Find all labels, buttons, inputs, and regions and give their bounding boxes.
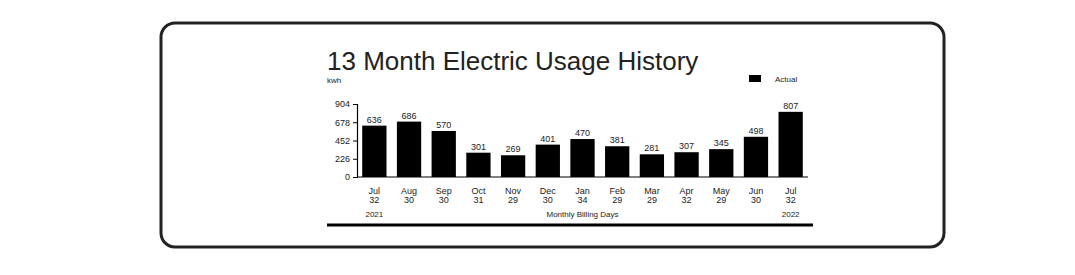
- billing-days-label: 29: [612, 195, 622, 205]
- data-label: 401: [540, 134, 555, 144]
- data-label: 570: [436, 120, 451, 130]
- y-axis-line: [353, 105, 358, 178]
- data-label: 301: [471, 142, 486, 152]
- bar: [640, 154, 664, 177]
- bar: [466, 153, 490, 177]
- legend-label: Actual: [775, 75, 797, 84]
- data-label: 636: [367, 115, 382, 125]
- bar: [674, 152, 698, 177]
- billing-days-label: 29: [716, 195, 726, 205]
- y-axis-label: kwh: [327, 76, 341, 85]
- bottom-rule: [327, 224, 813, 227]
- y-tick: 678: [335, 118, 357, 128]
- billing-days-label: 29: [647, 195, 657, 205]
- y-tick-mark: [353, 141, 357, 142]
- x-axis-line: [357, 176, 808, 177]
- legend-swatch: [749, 75, 761, 82]
- data-label: 345: [714, 138, 729, 148]
- chart-root: 13 Month Electric Usage Historykwh 0 226 45…: [0, 0, 1075, 275]
- bar: [536, 145, 560, 177]
- y-tick-label: 0: [345, 172, 350, 182]
- billing-days-label: 34: [577, 195, 587, 205]
- billing-days-label: 32: [786, 195, 796, 205]
- bar: [362, 126, 386, 177]
- chart-title: 13 Month Electric Usage History: [327, 46, 698, 76]
- data-label: 470: [575, 128, 590, 138]
- card-frame: [161, 23, 944, 247]
- y-tick-label: 226: [335, 154, 350, 164]
- billing-days-label: 32: [682, 195, 692, 205]
- bar: [605, 146, 629, 177]
- data-label: 307: [679, 141, 694, 151]
- y-tick-mark: [353, 159, 357, 160]
- y-tick-label: 904: [335, 99, 350, 109]
- bar: [432, 131, 456, 177]
- y-tick: 452: [335, 136, 357, 146]
- bar: [779, 112, 803, 177]
- bar: [709, 149, 733, 177]
- data-label: 498: [748, 126, 763, 136]
- bar: [744, 137, 768, 177]
- year-label: 2022: [782, 210, 800, 219]
- y-tick: 226: [335, 154, 357, 164]
- data-labels: 636 686 570 301 269 401 470 381 281 307 345 498 807: [367, 101, 798, 154]
- y-tick-mark: [353, 122, 357, 123]
- year-label: 2021: [365, 210, 383, 219]
- billing-days-label: 30: [439, 195, 449, 205]
- billing-days-label: 31: [473, 195, 483, 205]
- x-axis-label: Monthly Billing Days: [546, 210, 618, 219]
- billing-days-label: 30: [543, 195, 553, 205]
- data-label: 807: [783, 101, 798, 111]
- legend: Actual: [749, 75, 797, 84]
- y-tick-label: 678: [335, 118, 350, 128]
- billing-days-label: 29: [508, 195, 518, 205]
- billing-days-label: 30: [404, 195, 414, 205]
- bars: [362, 112, 803, 177]
- y-tick-label: 452: [335, 136, 350, 146]
- billing-days-label: 30: [751, 195, 761, 205]
- billing-days-label: 32: [369, 195, 379, 205]
- y-tick-mark: [353, 177, 357, 178]
- data-label: 686: [402, 111, 417, 121]
- bar: [570, 139, 594, 177]
- y-axis: 0 226 452 678 904: [335, 99, 358, 182]
- data-label: 269: [506, 144, 521, 154]
- data-label: 381: [610, 135, 625, 145]
- bar: [397, 122, 421, 177]
- bar: [501, 155, 525, 177]
- y-tick-mark: [353, 104, 357, 105]
- x-axis-labels: Jul32Aug30Sep30Oct31Nov29Dec30Jan34Feb29…: [365, 186, 800, 219]
- y-tick: 904: [335, 99, 357, 109]
- data-label: 281: [644, 143, 659, 153]
- y-tick: 0: [345, 172, 357, 182]
